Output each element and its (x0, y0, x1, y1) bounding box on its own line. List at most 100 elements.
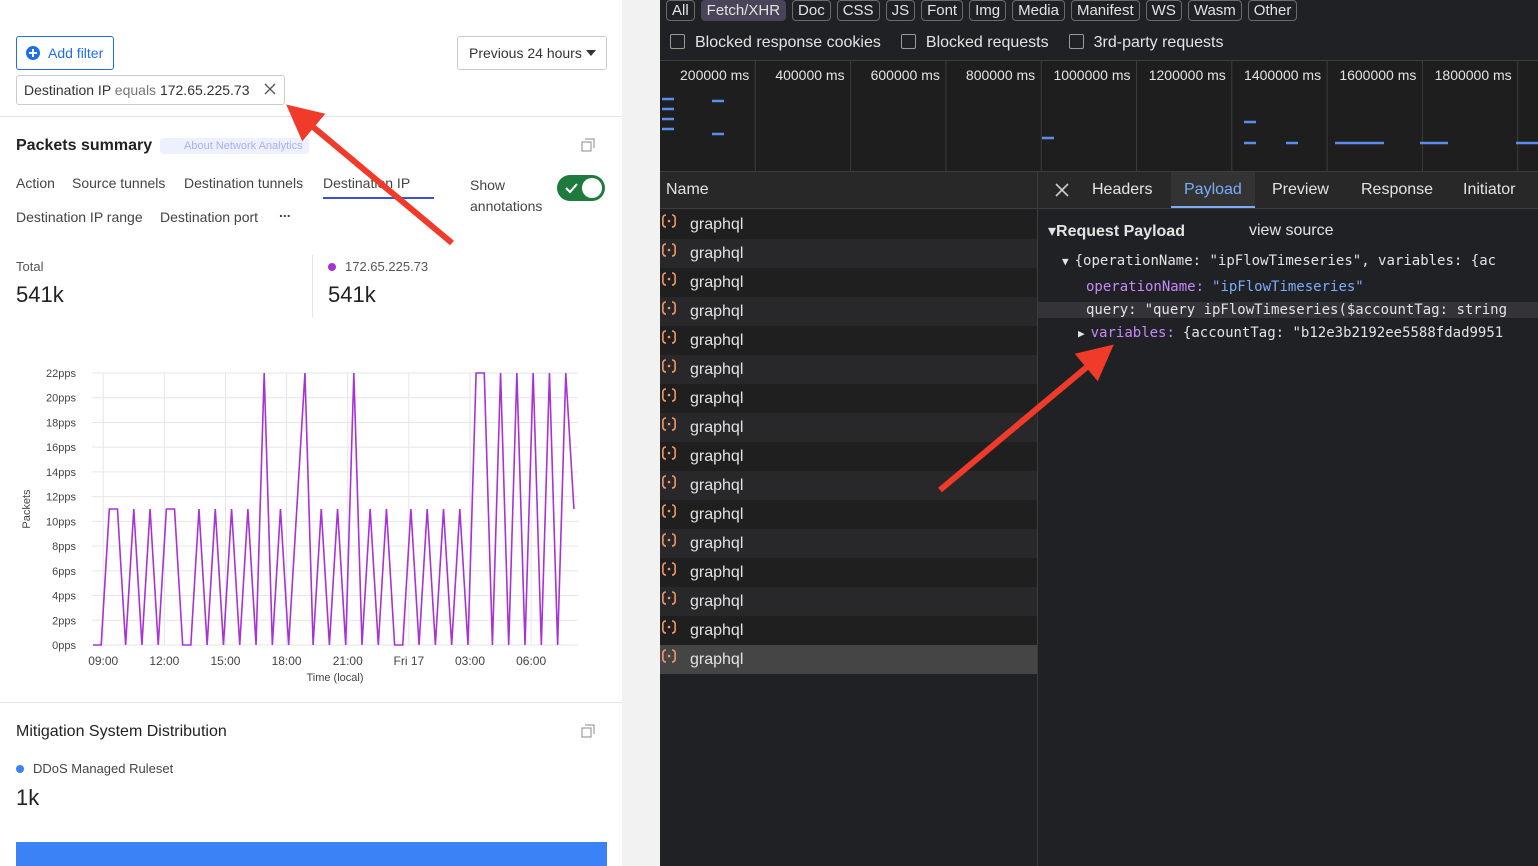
request-row[interactable]: graphql (660, 297, 1037, 326)
request-name: graphql (690, 274, 744, 291)
xhr-icon (662, 475, 676, 489)
filter-button[interactable]: JS (885, 0, 916, 21)
filter-button[interactable]: Font (921, 0, 964, 21)
divider (0, 116, 622, 117)
legend-entry: 172.65.225.73 (328, 259, 428, 274)
tab[interactable]: Destination tunnels (184, 175, 304, 191)
detail-tab-bar: Headers Payload Preview Response Initiator (1038, 172, 1538, 209)
tab[interactable]: Destination IP (323, 175, 435, 199)
y-tick-label: 20pps (46, 393, 76, 405)
y-tick-label: 14pps (46, 467, 76, 479)
section-title: Mitigation System Distribution (16, 723, 227, 740)
request-row[interactable]: graphql (660, 384, 1037, 413)
request-name: graphql (690, 303, 744, 320)
y-tick-label: 10pps (46, 516, 76, 528)
divider (312, 255, 313, 317)
expand-icon[interactable] (581, 724, 595, 738)
timeline-label: 1000000 ms (1053, 67, 1130, 83)
x-tick-label: 21:00 (333, 654, 363, 668)
request-row[interactable]: graphql (660, 500, 1037, 529)
remove-filter[interactable] (264, 83, 276, 95)
request-name: graphql (690, 477, 744, 494)
add-filter-button[interactable]: Add filter (16, 36, 114, 70)
request-row[interactable]: graphql (660, 355, 1037, 384)
filter-button[interactable]: Fetch/XHR (700, 0, 787, 21)
request-name: graphql (690, 245, 744, 262)
xhr-icon (662, 272, 676, 286)
dashboard-panel: Add filter Previous 24 hours Destination… (0, 0, 622, 866)
tab[interactable]: Action (16, 175, 55, 191)
filter-button[interactable]: Wasm (1187, 0, 1242, 21)
filter-op: equals (114, 82, 157, 98)
more-tabs[interactable]: ... (279, 204, 291, 220)
tab[interactable]: Destination IP range (16, 209, 143, 225)
request-row[interactable]: graphql (660, 239, 1037, 268)
checkbox-label: Blocked response cookies (695, 34, 881, 51)
y-tick-label: 16pps (46, 442, 76, 454)
filter-button[interactable]: WS (1145, 0, 1182, 21)
filter-chip[interactable]: Destination IP equals 172.65.225.73 (16, 75, 285, 105)
detail-tab[interactable]: Initiator (1463, 181, 1516, 198)
request-row[interactable]: graphql (660, 210, 1037, 239)
y-tick-label: 8pps (52, 541, 76, 553)
legend-entry: DDoS Managed Ruleset (16, 761, 173, 776)
y-tick-label: 4pps (52, 591, 76, 603)
checkbox[interactable]: Blocked response cookies (670, 34, 881, 51)
expand-icon[interactable] (581, 138, 595, 152)
name-header-bar: Name (660, 172, 1037, 209)
xhr-icon (662, 591, 676, 605)
request-row[interactable]: graphql (660, 326, 1037, 355)
filter-button[interactable]: Manifest (1070, 0, 1140, 21)
request-row[interactable]: graphql (660, 645, 1037, 674)
checkbox-box (900, 34, 916, 49)
filter-button[interactable]: Other (1247, 0, 1298, 21)
tab[interactable]: Destination port (160, 209, 259, 225)
request-row[interactable]: graphql (660, 529, 1037, 558)
request-row[interactable]: graphql (660, 558, 1037, 587)
field-value: "ipFlowTimeseries" (1212, 279, 1364, 295)
detail-tab[interactable]: Preview (1272, 181, 1329, 198)
request-row[interactable]: graphql (660, 442, 1037, 471)
devtools-panel: All Fetch/XHR Doc CSS JS Font Img Media Manifest… (660, 0, 1538, 866)
close-button[interactable] (1055, 183, 1069, 197)
distribution-bar (16, 842, 607, 866)
filter-button[interactable]: Doc (792, 0, 831, 21)
detail-tab[interactable]: Headers (1092, 181, 1153, 198)
annotations-toggle[interactable] (557, 175, 605, 201)
window-gap (622, 0, 660, 866)
total-label: Total (16, 259, 44, 274)
x-tick-label: Fri 17 (394, 654, 425, 668)
checkbox[interactable]: Blocked requests (900, 34, 1049, 51)
request-row[interactable]: graphql (660, 413, 1037, 442)
packets-chart: 0pps 2pps 4pps 6pps 8pps 10pps 12pps 14pps 16pps… (21, 368, 578, 684)
view-source-link[interactable]: view source (1249, 222, 1334, 239)
detail-tab[interactable]: Response (1361, 181, 1434, 198)
y-tick-label: 22pps (46, 368, 76, 380)
divider (1037, 172, 1038, 866)
request-row[interactable]: graphql (660, 471, 1037, 500)
request-name: graphql (690, 622, 744, 639)
section-title: Packets summary (16, 137, 153, 154)
time-range-select[interactable]: Previous 24 hours (457, 36, 607, 70)
payload-field: ▶ variables: {accountTag: "b12e3b2192ee558… (1078, 325, 1503, 341)
x-axis-label: Time (local) (306, 672, 363, 684)
legend-label: 172.65.225.73 (345, 259, 429, 274)
checkbox[interactable]: 3rd-party requests (1068, 34, 1223, 51)
x-tick-label: 06:00 (516, 654, 546, 668)
name-header: Name (666, 181, 709, 198)
request-row[interactable]: graphql (660, 616, 1037, 645)
request-row[interactable]: graphql (660, 587, 1037, 616)
filter-button[interactable]: CSS (836, 0, 880, 21)
divider (0, 702, 622, 703)
filter-button[interactable]: Media (1012, 0, 1065, 21)
tab[interactable]: Source tunnels (72, 175, 166, 191)
detail-tab[interactable]: Payload (1171, 172, 1255, 208)
request-row[interactable]: graphql (660, 268, 1037, 297)
request-name: graphql (690, 332, 744, 349)
xhr-icon (662, 214, 676, 228)
filter-button[interactable]: Img (969, 0, 1007, 21)
filter-button[interactable]: All (666, 0, 695, 21)
about-link[interactable]: About Network Analytics (160, 138, 309, 154)
x-tick-label: 12:00 (149, 654, 179, 668)
